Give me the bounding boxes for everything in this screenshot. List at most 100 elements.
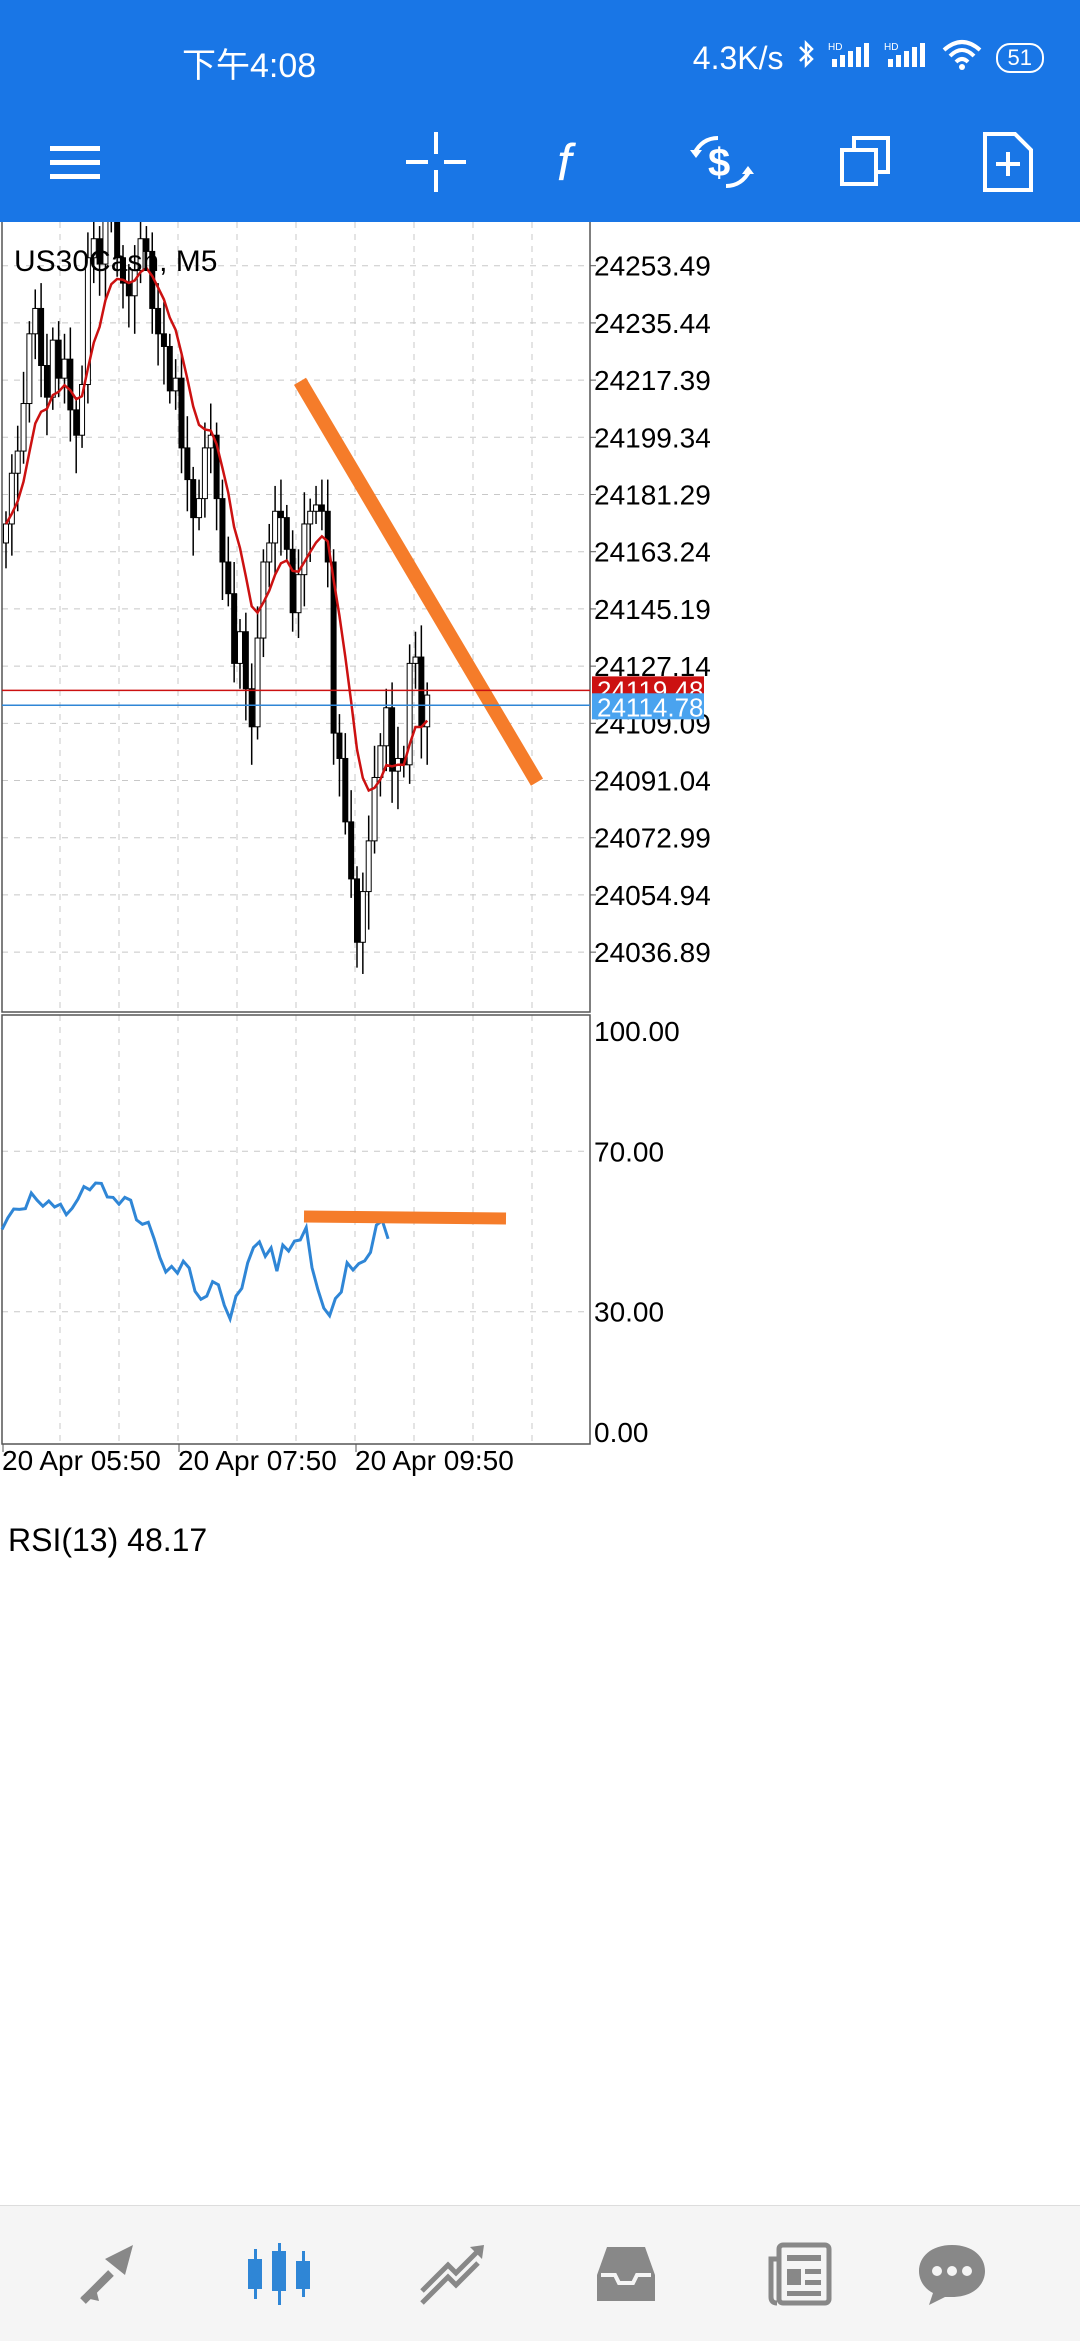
candle-bull: [32, 307, 39, 335]
candle-bear: [219, 498, 226, 563]
rsi-series: [0, 1181, 390, 1324]
candle-bull: [254, 637, 261, 728]
menu-icon[interactable]: [36, 122, 116, 202]
candle-bull: [84, 257, 91, 386]
crosshair-icon[interactable]: [396, 122, 476, 202]
net-speed: 4.3K/s: [692, 39, 784, 76]
candle-bear: [324, 510, 331, 563]
price-tick-label: 24217.39: [594, 365, 711, 396]
new-order-icon[interactable]: [968, 122, 1048, 202]
windows-icon[interactable]: [826, 122, 906, 202]
candle-bull: [301, 523, 308, 576]
candle-bear: [418, 656, 425, 728]
candle-bear: [125, 282, 132, 297]
candle-bull: [207, 434, 214, 449]
svg-text:HD: HD: [884, 42, 898, 53]
candle-bear: [330, 561, 337, 734]
trendline: [293, 377, 544, 786]
candle-bear: [231, 593, 238, 664]
candle-bear: [277, 510, 284, 519]
trade-nav-icon[interactable]: [412, 2234, 492, 2314]
price-chart[interactable]: 24271.54 24253.49 24235.44 24217.39 24199.34…: [0, 149, 1080, 2202]
annotations: [293, 377, 544, 1225]
price-tick-label: 24271.54: [594, 222, 711, 225]
bid-price-badge: [592, 693, 704, 720]
candle-bull: [201, 447, 208, 500]
rsi-axis: 100.00 70.00 30.00 0.00: [594, 1016, 680, 1448]
candle-bull: [196, 498, 203, 519]
candle-bear: [242, 631, 249, 690]
candle-bull: [14, 450, 21, 474]
candle-bull: [137, 238, 144, 271]
time-tick-label: 20 Apr 05:50: [2, 1445, 161, 1476]
candle-bear: [143, 238, 150, 252]
candle-bull: [20, 403, 27, 452]
time-tick-label: 20 Apr 07:50: [178, 1445, 337, 1476]
price-tick-label: 24199.34: [594, 422, 711, 453]
symbol-label: US30Cash, M5: [14, 245, 217, 278]
candle-bull: [90, 238, 97, 259]
candle-bear: [73, 409, 80, 436]
candle-bull: [8, 472, 15, 525]
bluetooth-icon: [796, 39, 816, 77]
rsi-horizontal-line: [303, 1210, 507, 1225]
candle-bear: [55, 339, 62, 379]
svg-text:$: $: [708, 141, 730, 185]
svg-text:HD: HD: [828, 42, 842, 53]
candle-bull: [266, 542, 273, 563]
candle-bear: [318, 504, 325, 512]
candle-bear: [120, 257, 126, 284]
candle-bull: [3, 523, 9, 544]
rsi-line: [0, 1181, 390, 1324]
candle-bull: [383, 707, 390, 747]
candle-bear: [184, 447, 191, 481]
price-tick-label: 24253.49: [594, 251, 711, 282]
candle-bear: [389, 707, 396, 772]
candle-bull: [237, 631, 243, 664]
moving-average: [4, 266, 429, 793]
candle-bear: [38, 307, 45, 366]
candle-bull: [371, 776, 378, 842]
chart-grid: [2, 150, 590, 1444]
candle-bear: [190, 479, 197, 519]
candle-bear: [283, 517, 290, 550]
time-tick-label: 20 Apr 09:50: [355, 1445, 514, 1476]
price-tick-label: 24054.94: [594, 880, 711, 911]
candle-bull: [424, 694, 431, 728]
battery-icon: 51: [995, 43, 1044, 73]
bottom-nav: [0, 2205, 1080, 2341]
candle-bear: [166, 345, 173, 392]
candle-bull: [49, 339, 56, 398]
rsi-tick-label: 0.00: [594, 1417, 649, 1448]
rsi-label: RSI(13) 48.17: [8, 1522, 207, 1558]
news-icon[interactable]: [760, 2234, 840, 2314]
time-axis: 20 Apr 05:50 20 Apr 07:50 20 Apr 09:50: [2, 1444, 514, 1476]
chart-icon[interactable]: [240, 2234, 320, 2314]
candle-bull: [272, 510, 279, 544]
candle-bear: [248, 688, 255, 728]
price-tick-label: 24072.99: [594, 823, 711, 854]
candle-bear: [178, 377, 185, 449]
quotes-icon[interactable]: [70, 2234, 150, 2314]
chat-icon[interactable]: [912, 2234, 992, 2314]
candle-bear: [160, 333, 167, 347]
chart-toolbar: f $: [0, 100, 1080, 222]
candle-bear: [336, 732, 343, 759]
candle-bear: [43, 365, 50, 398]
candle-bull: [26, 333, 33, 405]
candle-bull: [412, 656, 419, 664]
status-bar: 下午4:08 4.3K/s HD HD 51: [0, 0, 1080, 118]
candle-bull: [313, 504, 320, 512]
candle-bear: [289, 548, 296, 614]
history-icon[interactable]: [586, 2234, 666, 2314]
candle-bear: [96, 238, 103, 265]
candle-bull: [61, 358, 68, 379]
trade-icon[interactable]: $: [682, 122, 762, 202]
indicator-icon[interactable]: f: [536, 122, 616, 202]
price-tick-label: 24235.44: [594, 308, 711, 339]
candle-bull: [365, 840, 372, 893]
chart-area[interactable]: 24271.54 24253.49 24235.44 24217.39 24199.34…: [0, 149, 1080, 2202]
candle-bull: [131, 269, 138, 297]
rsi-tick-label: 100.00: [594, 1016, 680, 1047]
